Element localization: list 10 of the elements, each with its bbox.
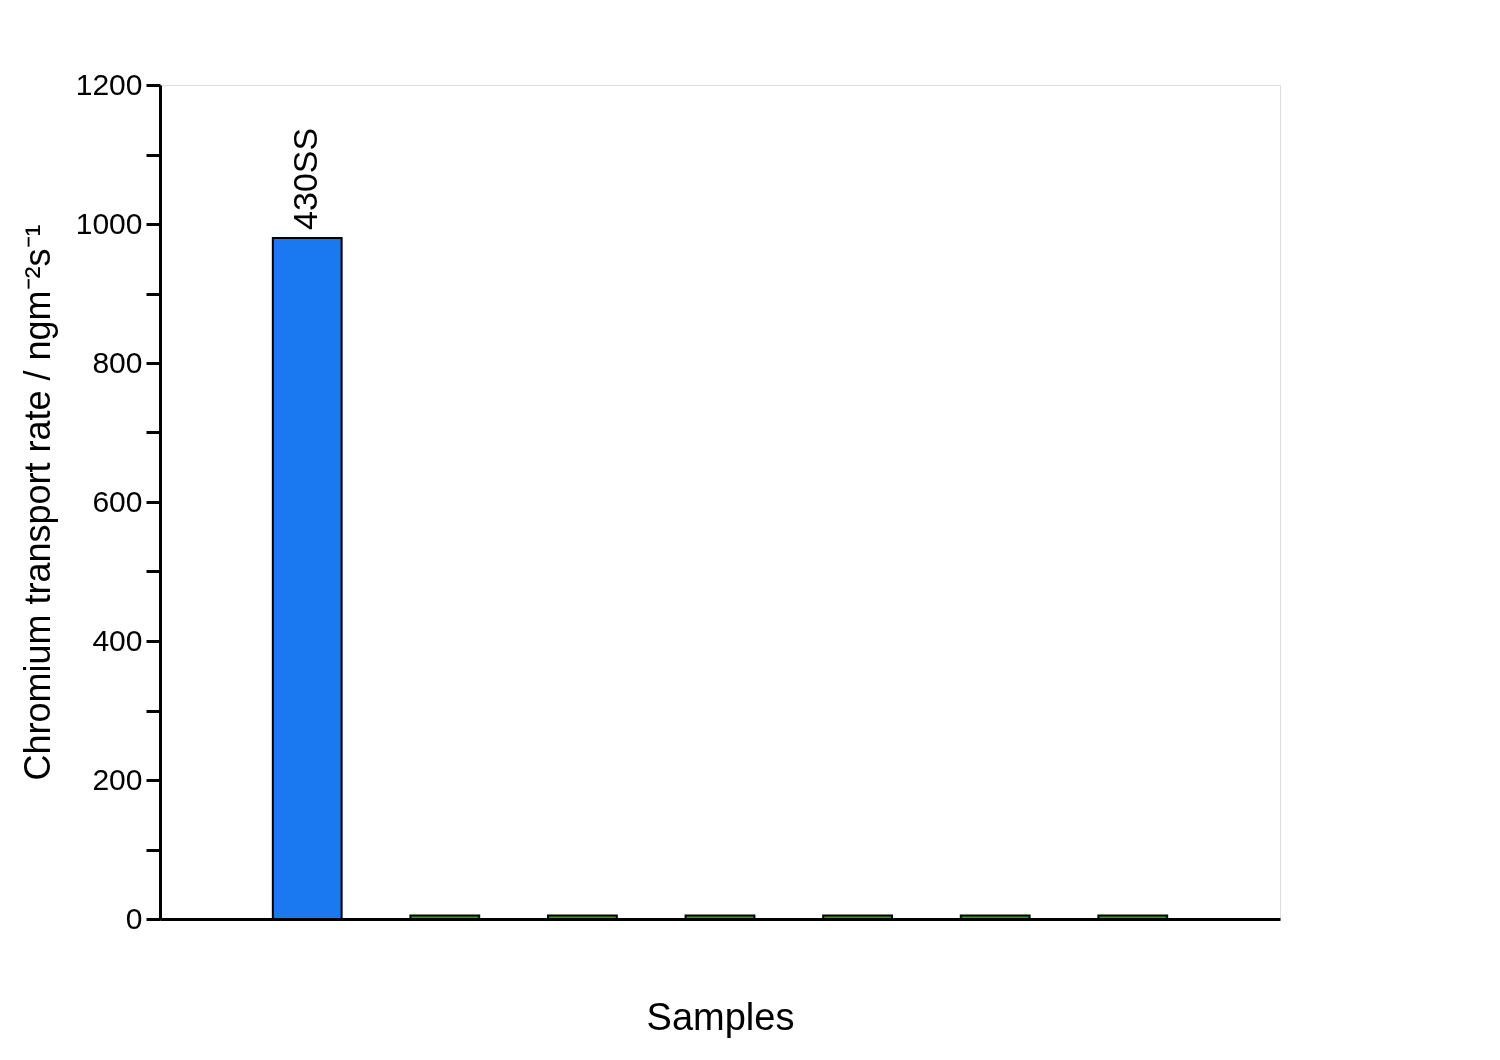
y-tick-label: 600 bbox=[92, 484, 143, 518]
y-tick-label: 0 bbox=[125, 901, 143, 935]
y-axis-title: Chromium transport rate / ngm⁻²s⁻¹ bbox=[16, 224, 58, 781]
y-tick-label: 200 bbox=[92, 762, 143, 796]
y-tick-label: 800 bbox=[92, 345, 143, 379]
y-tick-label: 1200 bbox=[75, 67, 143, 101]
x-axis-title: Samples bbox=[646, 995, 795, 1038]
x-tick-label: 430SS bbox=[286, 127, 325, 230]
y-tick-label: 400 bbox=[92, 623, 143, 657]
y-tick-label: 1000 bbox=[75, 206, 143, 240]
